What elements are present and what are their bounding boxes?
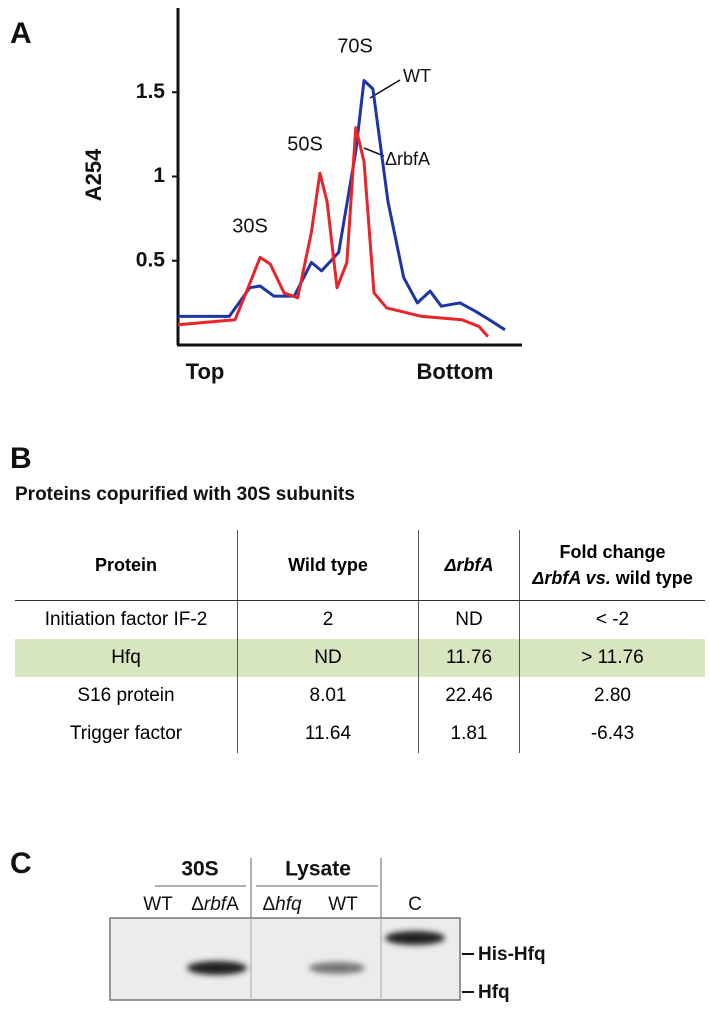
chart: A254 Top Bottom 30S 50S 70S WT ΔrbfA 0.5… — [81, 8, 522, 384]
group-label: Lysate — [285, 858, 351, 881]
header-cell: Protein — [15, 530, 238, 601]
header-cell: Wild type — [237, 530, 419, 601]
peak-label: 70S — [337, 35, 373, 57]
header-text: wild type — [615, 568, 693, 588]
table-cell: < -2 — [519, 600, 705, 639]
table-cell: S16 protein — [77, 685, 175, 706]
blot: 30S Lysate WT ΔrbfA Δhfq WT C His-Hfq Hf… — [109, 858, 546, 1003]
table-row: S16 protein 8.01 22.46 2.80 — [15, 677, 705, 715]
header-cell: Fold change ΔrbfA vs. wild type — [519, 530, 705, 601]
panel-label: C — [10, 847, 32, 880]
x-axis-label: Bottom — [417, 359, 494, 384]
lane-label: ΔrbfA — [191, 894, 239, 915]
y-tick-label: 1.5 — [136, 80, 166, 103]
table-cell: 2 — [237, 600, 419, 639]
band — [187, 961, 247, 975]
panel-label: A — [10, 17, 32, 50]
lane-label-part: Δ — [191, 894, 204, 915]
lane-label: WT — [143, 894, 173, 915]
group-label: 30S — [181, 858, 218, 881]
panel-label: B — [10, 442, 32, 475]
series-label: WT — [403, 66, 431, 86]
lane-label-part: A — [226, 894, 239, 915]
table-body: Initiation factor IF-2 2 ND < -2 Hfq ND 11.76 >… — [15, 600, 705, 753]
band-label: His-Hfq — [478, 944, 546, 965]
table-cell: ND — [237, 639, 419, 677]
table-row: Trigger factor 11.64 1.81 -6.43 — [15, 715, 705, 753]
table-cell: 8.01 — [237, 677, 419, 715]
table-title: Proteins copurified with 30S subunits — [15, 484, 355, 505]
lane-label: WT — [328, 894, 358, 915]
lane-label-part: rbf — [204, 894, 228, 915]
band — [309, 962, 365, 974]
data-line — [177, 126, 490, 338]
header-row: Protein Wild type ΔrbfA Fold change ΔrbfA… — [15, 530, 705, 601]
table-cell: ND — [418, 600, 520, 639]
lane-label: Δhfq — [262, 894, 302, 915]
band-label: Hfq — [478, 982, 510, 1003]
header-text: Fold change — [559, 542, 666, 562]
table-cell: 11.76 — [418, 639, 520, 677]
lane-label: C — [408, 894, 422, 915]
table-cell: > 11.76 — [519, 639, 705, 677]
x-axis-label: Top — [186, 359, 225, 384]
header-text: ΔrbfA vs. — [532, 568, 611, 588]
peak-label: 50S — [287, 133, 323, 155]
table-row: Hfq ND 11.76 > 11.76 — [15, 639, 705, 677]
data-table: Protein Wild type ΔrbfA Fold change ΔrbfA… — [15, 530, 705, 753]
gel — [109, 917, 461, 1001]
series-label: ΔrbfA — [385, 149, 430, 169]
lane-label-part: hfq — [275, 894, 302, 915]
table-cell: Trigger factor — [69, 723, 183, 744]
table-cell: Initiation factor IF-2 — [44, 609, 208, 630]
lane-label-part: Δ — [262, 894, 275, 915]
band — [385, 931, 445, 945]
table-cell: Hfq — [15, 639, 238, 677]
table-cell: 11.64 — [237, 715, 419, 753]
table-cell: 2.80 — [519, 677, 705, 715]
table-cell: 1.81 — [418, 715, 520, 753]
table-cell: 22.46 — [418, 677, 520, 715]
data-line — [178, 79, 506, 332]
peak-label: 30S — [232, 215, 268, 237]
table-row: Initiation factor IF-2 2 ND < -2 — [15, 600, 705, 639]
y-tick-label: 1 — [153, 164, 165, 187]
table-cell: -6.43 — [519, 715, 705, 753]
header-cell: ΔrbfA — [418, 530, 520, 601]
y-tick-label: 0.5 — [136, 248, 166, 271]
y-axis-label: A254 — [81, 148, 106, 201]
